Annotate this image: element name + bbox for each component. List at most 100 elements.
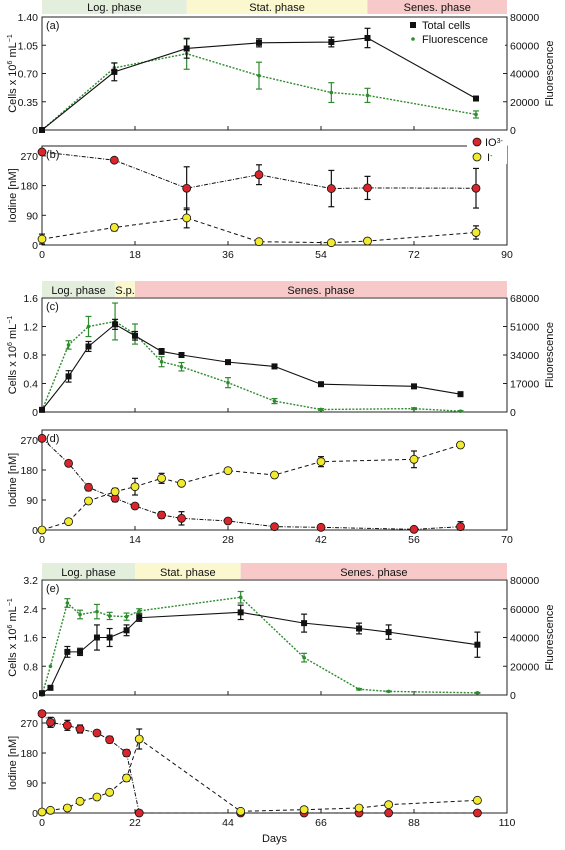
point-fluorescence-e-7 xyxy=(137,609,142,613)
point-total-cells-a-0 xyxy=(39,127,45,133)
legend-marker-iodate xyxy=(472,137,482,147)
ytick-label-b-1: 90 xyxy=(26,210,38,222)
point-total-cells-e-8 xyxy=(237,609,244,616)
point-total-cells-c-2 xyxy=(85,343,92,350)
point-fluorescence-a-3 xyxy=(257,73,261,78)
y2tick-label-e-2: 40000 xyxy=(510,633,539,645)
phase-label-c-0: Log. phase xyxy=(51,285,105,297)
y-axis-label-f: Iodine [nM] xyxy=(7,736,19,790)
y2tick-label-a-0: 0 xyxy=(510,125,516,137)
point-iodate-b-1 xyxy=(109,155,119,165)
ytick-label-c-3: 1.2 xyxy=(23,322,38,334)
y2tick-label-a-4: 80000 xyxy=(510,12,539,24)
point-iodide-d-9 xyxy=(316,457,326,467)
plot-frame-b xyxy=(41,145,508,246)
point-iodide-f-10 xyxy=(354,803,364,813)
ytick-label-e-2: 1.6 xyxy=(23,633,38,645)
ytick-label-b-0: 0 xyxy=(32,240,38,252)
ytick-label-b-3: 270 xyxy=(20,151,38,163)
plot-frame-d xyxy=(41,429,508,531)
point-iodate-f-0 xyxy=(37,709,47,719)
point-iodate-f-12 xyxy=(473,808,482,818)
xtick-label-d-1: 14 xyxy=(129,534,141,546)
point-total-cells-a-3 xyxy=(256,39,262,46)
point-iodide-b-1 xyxy=(109,223,119,232)
xtick-label-b-0: 0 xyxy=(39,249,45,261)
point-fluorescence-c-6 xyxy=(179,364,184,369)
ytick-label-c-2: 0.8 xyxy=(23,350,38,362)
point-iodate-f-1 xyxy=(46,717,55,727)
point-fluorescence-c-10 xyxy=(412,406,416,411)
panel-label-b: (b) xyxy=(46,149,59,161)
point-total-cells-c-4 xyxy=(132,332,138,339)
point-total-cells-e-11 xyxy=(385,629,392,636)
point-fluorescence-e-8 xyxy=(238,595,243,600)
point-fluorescence-e-2 xyxy=(65,601,70,605)
xtick-label-f-4: 88 xyxy=(408,817,420,829)
series-line-total-cells-e xyxy=(41,611,478,694)
phase-band-a-1 xyxy=(186,0,368,14)
phase-band-c-1 xyxy=(115,281,135,297)
phase-label-a-0: Log. phase xyxy=(87,2,141,14)
ytick-label-e-3: 2.4 xyxy=(23,604,38,616)
panel-label-e: (e) xyxy=(46,583,59,595)
y-axis-label-c: Cells x 106 mL−1 xyxy=(7,316,19,395)
point-fluorescence-e-3 xyxy=(78,612,82,617)
point-fluorescence-e-5 xyxy=(107,614,112,618)
point-total-cells-e-0 xyxy=(39,690,45,697)
phase-band-c-0 xyxy=(42,281,116,297)
point-total-cells-c-9 xyxy=(318,381,324,388)
point-iodate-d-11 xyxy=(456,522,465,532)
point-iodate-d-1 xyxy=(64,458,73,468)
phase-label-c-1: S.p. xyxy=(115,285,135,297)
y2tick-label-e-4: 80000 xyxy=(510,575,539,587)
phase-label-e-0: Log. phase xyxy=(61,567,115,579)
point-fluorescence-a-4 xyxy=(329,90,334,95)
point-iodide-f-9 xyxy=(299,805,309,815)
point-iodide-d-1 xyxy=(64,517,73,527)
point-iodate-d-8 xyxy=(270,522,279,532)
legend-marker-fluorescence xyxy=(411,37,415,41)
y2tick-label-a-2: 40000 xyxy=(510,69,539,81)
phase-band-a-0 xyxy=(42,0,187,14)
point-total-cells-a-1 xyxy=(111,68,118,75)
point-iodide-b-3 xyxy=(254,237,264,247)
y2-axis-label-c: Fluorescence xyxy=(544,322,556,388)
ytick-label-a-3: 1.05 xyxy=(18,40,39,52)
point-iodate-f-11 xyxy=(384,808,394,818)
point-iodide-f-1 xyxy=(46,805,55,815)
y2tick-label-c-3: 51000 xyxy=(510,322,539,334)
xtick-label-f-3: 66 xyxy=(315,817,327,829)
xtick-label-d-2: 28 xyxy=(222,534,234,546)
point-fluorescence-e-1 xyxy=(48,664,53,669)
xtick-label-d-4: 56 xyxy=(408,534,420,546)
point-iodide-f-5 xyxy=(105,787,115,797)
y2tick-label-c-1: 17000 xyxy=(510,379,539,391)
point-iodide-d-6 xyxy=(177,478,186,488)
point-iodate-d-9 xyxy=(316,522,326,532)
point-iodide-f-7 xyxy=(134,734,144,744)
point-iodide-f-0 xyxy=(37,807,47,817)
xtick-label-b-5: 90 xyxy=(501,249,513,261)
point-iodide-d-4 xyxy=(130,482,140,492)
ytick-label-a-4: 1.40 xyxy=(18,12,39,24)
point-iodate-d-2 xyxy=(84,482,93,492)
point-total-cells-e-9 xyxy=(301,620,308,627)
phase-band-e-2 xyxy=(240,563,507,579)
point-fluorescence-a-5 xyxy=(365,93,370,98)
phase-label-a-1: Stat. phase xyxy=(249,2,305,14)
ytick-label-e-1: 0.8 xyxy=(23,661,38,673)
ytick-label-d-2: 180 xyxy=(20,465,38,477)
ytick-label-f-2: 180 xyxy=(20,748,38,760)
xtick-label-b-3: 54 xyxy=(315,249,327,261)
point-total-cells-e-3 xyxy=(77,648,84,655)
phase-label-e-1: Stat. phase xyxy=(160,567,216,579)
point-total-cells-c-6 xyxy=(178,352,185,358)
point-total-cells-e-5 xyxy=(106,634,113,641)
ytick-label-c-1: 0.4 xyxy=(23,379,38,391)
point-total-cells-a-2 xyxy=(183,45,190,52)
point-fluorescence-e-6 xyxy=(124,614,129,619)
point-fluorescence-e-11 xyxy=(386,689,391,694)
point-iodide-f-4 xyxy=(92,792,102,802)
point-fluorescence-c-5 xyxy=(159,359,164,364)
